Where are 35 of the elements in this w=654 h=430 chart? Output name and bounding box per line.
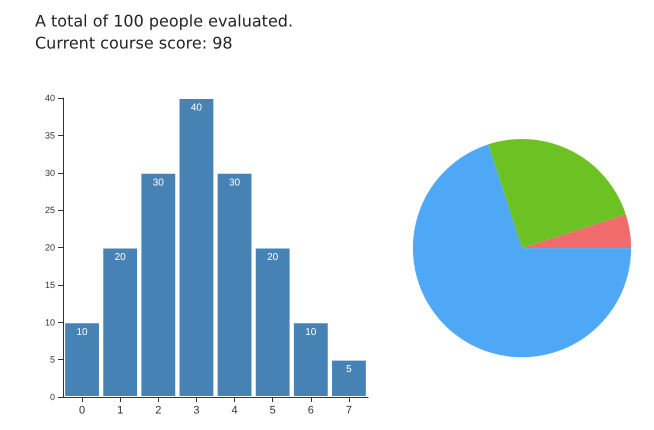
bar bbox=[216, 172, 252, 397]
bar bbox=[178, 98, 214, 397]
bar bbox=[102, 248, 138, 397]
data-label: 20 bbox=[114, 252, 126, 263]
bar bbox=[292, 322, 329, 397]
data-label: 20 bbox=[267, 252, 279, 263]
y-tick-label: 10 bbox=[44, 317, 55, 328]
x-tick-label: 5 bbox=[270, 404, 276, 416]
bar bbox=[331, 360, 367, 397]
x-tick-label: 3 bbox=[193, 404, 200, 416]
data-label: 30 bbox=[152, 177, 164, 188]
data-label: 10 bbox=[305, 326, 317, 338]
y-tick-label: 25 bbox=[44, 205, 55, 216]
x-tick-label: 1 bbox=[117, 404, 124, 416]
y-tick-label: 15 bbox=[44, 280, 55, 290]
chart-title: A total of 100 people evaluated. bbox=[35, 12, 294, 30]
data-label: 40 bbox=[190, 102, 202, 114]
bar bbox=[64, 322, 100, 397]
y-tick-label: 20 bbox=[44, 242, 55, 252]
x-tick-label: 0 bbox=[79, 404, 86, 416]
data-label: 30 bbox=[229, 177, 241, 188]
chart-subtitle: Current course score: 98 bbox=[35, 34, 233, 52]
data-label: 5 bbox=[346, 364, 352, 376]
bar bbox=[140, 172, 176, 397]
x-tick-label: 6 bbox=[308, 404, 314, 416]
y-tick-label: 5 bbox=[50, 354, 55, 365]
x-tick-label: 7 bbox=[346, 404, 352, 416]
x-tick-label: 4 bbox=[232, 404, 238, 416]
x-tick-label: 2 bbox=[155, 404, 162, 416]
y-tick-label: 30 bbox=[44, 168, 55, 178]
y-tick-label: 0 bbox=[50, 392, 55, 402]
bar bbox=[254, 248, 291, 397]
y-tick-label: 40 bbox=[44, 93, 55, 103]
data-label: 10 bbox=[76, 326, 88, 338]
y-tick-label: 35 bbox=[44, 130, 55, 140]
